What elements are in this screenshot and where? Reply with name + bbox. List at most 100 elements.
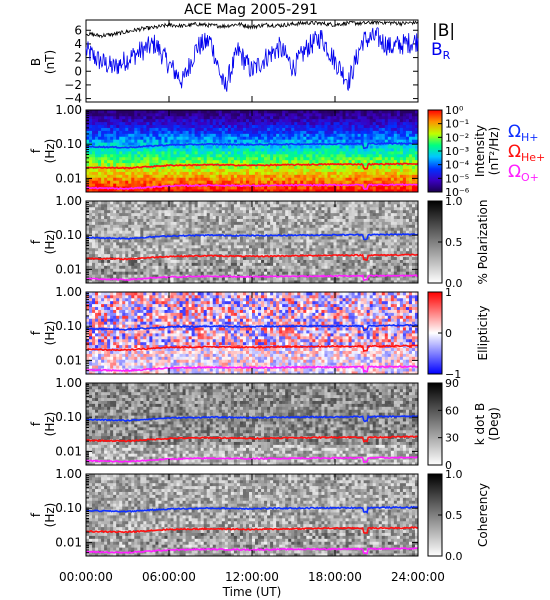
heatmap-cell	[101, 221, 105, 225]
heatmap-cell	[182, 118, 186, 123]
heatmap-cell	[218, 171, 223, 175]
heatmap-cell	[146, 215, 150, 219]
heatmap-cell	[276, 271, 280, 275]
heatmap-cell	[408, 110, 413, 114]
heatmap-cell	[378, 186, 383, 190]
heatmap-cell	[158, 247, 162, 252]
heatmap-cell	[227, 115, 232, 120]
heatmap-cell	[116, 201, 120, 205]
heatmap-cell	[294, 153, 298, 158]
heatmap-cell	[119, 153, 123, 158]
heatmap-cell	[366, 133, 371, 137]
heatmap-cell	[182, 168, 186, 172]
heatmap-cell	[227, 244, 232, 249]
heatmap-cell	[170, 118, 174, 123]
heatmap-cell	[285, 153, 289, 158]
heatmap-cell	[101, 201, 105, 205]
legend-br-sub: R	[443, 49, 451, 62]
figure-title: ACE Mag 2005-291	[184, 2, 318, 18]
heatmap-cell	[149, 133, 153, 137]
heatmap-cell	[221, 121, 226, 126]
heatmap-cell	[179, 250, 183, 255]
heatmap-cell	[194, 215, 199, 219]
heatmap-cell	[242, 124, 247, 128]
heatmap-cell	[408, 130, 413, 134]
heatmap-cell	[131, 148, 135, 152]
heatmap-cell	[155, 148, 159, 152]
heatmap-cell	[101, 162, 105, 167]
heatmap-cell	[315, 177, 319, 181]
heatmap-cell	[396, 110, 401, 114]
heatmap-cell	[167, 242, 171, 246]
heatmap-cell	[369, 145, 374, 149]
heatmap-cell	[318, 112, 322, 117]
heatmap-cell	[197, 177, 202, 181]
heatmap-cell	[399, 174, 404, 178]
heatmap-cell	[104, 171, 108, 175]
heatmap-cell	[390, 130, 395, 134]
heatmap-cell	[297, 148, 301, 152]
heatmap-cell	[239, 186, 244, 190]
heatmap-cell	[134, 130, 138, 134]
heatmap-cell	[315, 186, 319, 190]
heatmap-cell	[188, 165, 193, 169]
heatmap-cell	[137, 201, 141, 205]
heatmap-cell	[270, 130, 274, 134]
heatmap-cell	[276, 277, 280, 281]
heatmap-cell	[194, 280, 199, 284]
heatmap-cell	[339, 136, 343, 140]
heatmap-cell	[113, 262, 117, 266]
heatmap-cell	[348, 174, 352, 178]
heatmap-cell	[146, 162, 150, 167]
heatmap-cell	[212, 247, 217, 252]
heatmap-cell	[309, 186, 313, 190]
heatmap-cell	[206, 230, 211, 234]
heatmap-cell	[155, 201, 159, 205]
heatmap-cell	[273, 159, 277, 164]
heatmap-cell	[113, 209, 117, 214]
heatmap-cell	[209, 227, 214, 231]
heatmap-cell	[128, 201, 132, 205]
heatmap-cell	[239, 242, 244, 246]
heatmap-cell	[146, 230, 150, 234]
heatmap-cell	[405, 110, 410, 114]
heatmap-cell	[242, 221, 247, 225]
heatmap-cell	[86, 159, 90, 164]
heatmap-cell	[128, 203, 132, 208]
heatmap-cell	[414, 186, 419, 190]
heatmap-cell	[396, 151, 401, 155]
heatmap-cell	[245, 236, 250, 240]
heatmap-cell	[348, 165, 352, 169]
heatmap-cell	[143, 221, 147, 225]
heatmap-cell	[354, 159, 359, 164]
heatmap-cell	[131, 121, 135, 126]
heatmap-cell	[122, 259, 126, 263]
heatmap-cell	[206, 153, 211, 158]
heatmap-cell	[312, 186, 316, 190]
heatmap-cell	[252, 224, 256, 228]
heatmap-cell	[221, 206, 226, 211]
heatmap-cell	[261, 247, 265, 252]
heatmap-cell	[176, 221, 180, 225]
heatmap-cell	[239, 115, 244, 120]
heatmap-cell	[200, 156, 205, 161]
heatmap-cell	[267, 259, 271, 263]
heatmap-cell	[321, 148, 325, 152]
heatmap-cell	[230, 189, 235, 193]
heatmap-cell	[89, 133, 93, 137]
heatmap-cell	[209, 180, 214, 184]
heatmap-cell	[239, 168, 244, 172]
heatmap-cell	[89, 209, 93, 214]
heatmap-cell	[396, 145, 401, 149]
heatmap-cell	[143, 159, 147, 164]
heatmap-cell	[98, 201, 102, 205]
heatmap-cell	[89, 189, 93, 193]
heatmap-cell	[230, 215, 235, 219]
heatmap-cell	[176, 118, 180, 123]
heatmap-cell	[273, 271, 277, 275]
heatmap-cell	[306, 174, 310, 178]
heatmap-cell	[176, 247, 180, 252]
heatmap-cell	[218, 236, 223, 240]
heatmap-cell	[327, 145, 331, 149]
heatmap-cell	[239, 227, 244, 231]
